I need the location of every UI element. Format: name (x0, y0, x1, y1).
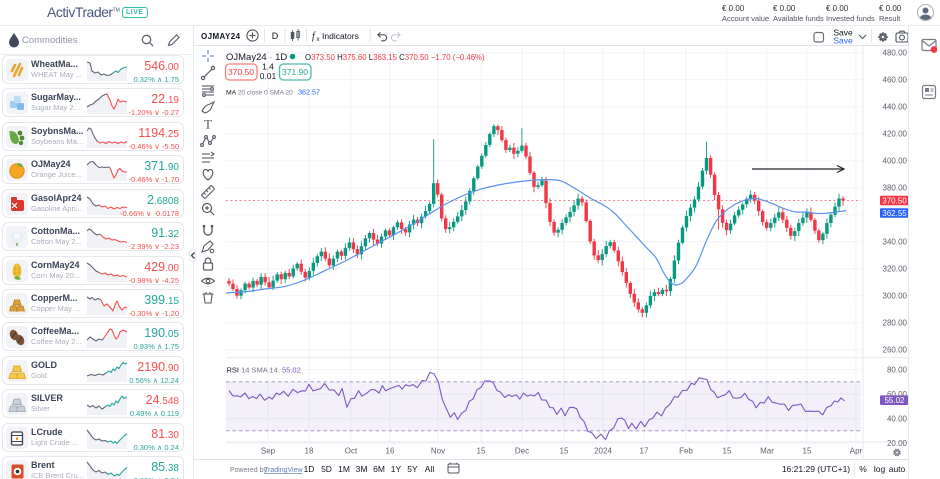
svg-text:15: 15 (803, 447, 812, 456)
svg-text:Nov: Nov (431, 447, 445, 456)
svg-text:15: 15 (723, 447, 732, 456)
svg-text:1D: 1D (304, 464, 315, 474)
svg-text:55.02: 55.02 (282, 366, 301, 375)
svg-text:5D: 5D (321, 464, 332, 474)
svg-text:370.50: 370.50 (882, 196, 907, 205)
svg-text:Dec: Dec (515, 447, 529, 456)
svg-text:280.00: 280.00 (883, 319, 908, 328)
svg-text:440.00: 440.00 (883, 103, 908, 112)
svg-text:15: 15 (560, 447, 569, 456)
svg-text:420.00: 420.00 (883, 130, 908, 139)
svg-text:RSI 14 SMA 14: RSI 14 SMA 14 (227, 366, 278, 375)
svg-text:Sep: Sep (261, 447, 276, 456)
svg-text:auto: auto (889, 464, 906, 474)
svg-text:17: 17 (640, 447, 649, 456)
svg-text:460.00: 460.00 (883, 76, 908, 85)
svg-text:16: 16 (386, 447, 395, 456)
svg-text:6M: 6M (373, 464, 385, 474)
svg-text:260.00: 260.00 (883, 346, 908, 355)
svg-text:300.00: 300.00 (883, 292, 908, 301)
svg-text:15: 15 (477, 447, 486, 456)
svg-text:TradingView: TradingView (264, 467, 303, 474)
svg-text:380.00: 380.00 (883, 184, 908, 193)
svg-text:Apr: Apr (850, 447, 863, 456)
svg-text:40.00: 40.00 (887, 414, 908, 423)
svg-text:Mar: Mar (760, 447, 774, 456)
svg-text:362.55: 362.55 (882, 209, 907, 218)
svg-text:f: f (312, 31, 316, 42)
svg-text:340.00: 340.00 (883, 238, 908, 247)
svg-text:OJMay24 · 1D: OJMay24 · 1D (226, 52, 287, 63)
svg-text:1Y: 1Y (391, 464, 402, 474)
svg-text:5Y: 5Y (407, 464, 418, 474)
svg-text:T: T (204, 117, 212, 132)
svg-text:Powered by: Powered by (230, 467, 267, 474)
svg-text:320.00: 320.00 (883, 265, 908, 274)
svg-text:x: x (317, 37, 320, 43)
svg-text:80.00: 80.00 (887, 365, 908, 374)
svg-text:2024: 2024 (594, 447, 612, 456)
svg-text:Save: Save (833, 28, 853, 38)
svg-text:3M: 3M (356, 464, 368, 474)
svg-text:%: % (859, 464, 867, 474)
svg-text:20.00: 20.00 (887, 439, 908, 448)
svg-text:0.01: 0.01 (260, 71, 277, 81)
svg-text:362.57: 362.57 (298, 88, 320, 97)
svg-text:1M: 1M (338, 464, 350, 474)
svg-text:55.02: 55.02 (884, 396, 905, 405)
svg-text:18: 18 (305, 447, 314, 456)
svg-text:400.00: 400.00 (883, 157, 908, 166)
svg-text:MA 20 close 0 SMA 20: MA 20 close 0 SMA 20 (226, 90, 293, 97)
svg-text:370.50: 370.50 (228, 67, 254, 77)
svg-text:1.4: 1.4 (262, 62, 274, 72)
svg-text:60.00: 60.00 (887, 390, 908, 399)
svg-text:371.90: 371.90 (282, 67, 308, 77)
svg-text:Indicators: Indicators (322, 31, 359, 41)
svg-text:log: log (874, 464, 886, 474)
svg-text:16:21:29 (UTC+1): 16:21:29 (UTC+1) (782, 464, 850, 474)
svg-text:Oct: Oct (345, 447, 358, 456)
svg-text:OJMAY24: OJMAY24 (201, 32, 241, 41)
svg-text:O373.50 H375.60 L363.15 C370.5: O373.50 H375.60 L363.15 C370.50 −1.70 (−… (305, 53, 485, 62)
svg-text:Save: Save (833, 36, 853, 46)
svg-text:All: All (425, 464, 435, 474)
svg-text:Feb: Feb (679, 447, 693, 456)
svg-text:480.00: 480.00 (883, 49, 908, 58)
svg-text:D: D (272, 31, 279, 41)
